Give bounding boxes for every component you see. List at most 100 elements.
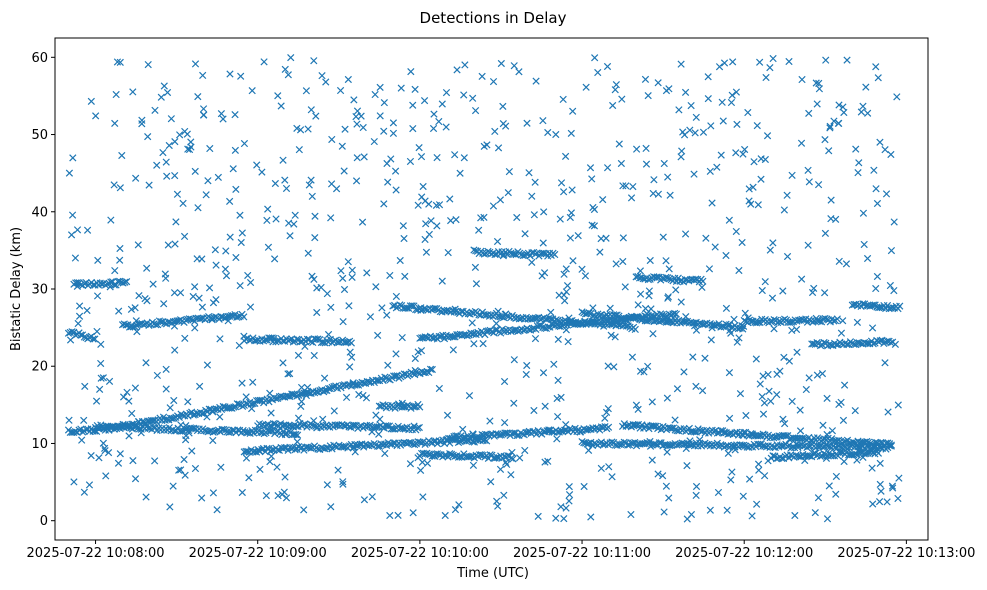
data-point — [416, 466, 425, 475]
data-point — [834, 119, 843, 128]
data-point — [804, 241, 812, 249]
data-point — [840, 457, 848, 466]
data-point — [65, 169, 74, 177]
data-point — [383, 311, 391, 319]
data-point — [516, 454, 524, 462]
data-point — [264, 205, 272, 213]
data-point — [144, 132, 152, 141]
data-point — [285, 219, 293, 227]
data-point — [189, 411, 198, 419]
data-point — [391, 167, 400, 175]
data-point — [852, 145, 860, 153]
data-point — [812, 79, 820, 87]
data-point — [366, 313, 375, 321]
data-point — [74, 319, 82, 328]
data-point — [191, 324, 199, 332]
data-point — [687, 510, 696, 519]
data-point — [868, 464, 876, 472]
data-point — [193, 255, 201, 263]
data-point — [102, 472, 110, 480]
data-point — [504, 452, 512, 460]
data-point — [606, 304, 614, 312]
data-point — [563, 281, 572, 290]
data-point — [471, 106, 480, 115]
data-point — [618, 95, 626, 103]
data-point — [99, 439, 107, 447]
data-point — [732, 88, 741, 96]
data-point — [724, 321, 732, 329]
data-point — [338, 142, 346, 150]
data-point — [701, 354, 709, 362]
data-point — [251, 447, 259, 456]
data-point — [586, 164, 595, 172]
data-point — [409, 124, 417, 133]
data-point — [785, 57, 793, 66]
data-point — [788, 171, 796, 179]
data-point — [636, 290, 645, 298]
data-point — [634, 405, 642, 414]
data-point — [762, 73, 770, 82]
data-point — [131, 304, 139, 312]
data-point — [876, 480, 884, 489]
data-point — [375, 430, 383, 438]
data-point — [307, 106, 315, 114]
data-point — [405, 438, 413, 447]
data-point — [837, 329, 846, 337]
data-point — [114, 459, 123, 467]
data-point — [244, 271, 252, 280]
data-point — [263, 216, 271, 225]
data-point — [376, 83, 384, 92]
data-point — [556, 215, 564, 223]
data-point — [226, 197, 234, 206]
data-point — [67, 231, 76, 239]
data-point — [805, 374, 813, 382]
data-point — [69, 154, 77, 162]
data-point — [547, 308, 555, 316]
x-tick-label: 2025-07-22 10:12:00 — [675, 546, 813, 561]
data-point — [359, 391, 367, 400]
data-point — [835, 257, 843, 265]
data-point — [811, 508, 819, 517]
data-point — [840, 381, 849, 389]
data-point — [531, 334, 540, 343]
data-point — [116, 244, 124, 253]
data-point — [654, 470, 662, 478]
data-point — [180, 455, 188, 464]
data-point — [270, 255, 279, 263]
data-point — [603, 62, 612, 71]
data-point — [80, 488, 89, 496]
data-point — [268, 446, 276, 454]
data-point — [739, 150, 747, 158]
data-point — [392, 186, 400, 194]
data-point — [151, 457, 159, 465]
data-point — [91, 335, 99, 343]
data-point — [217, 110, 226, 118]
data-point — [671, 416, 679, 424]
data-point — [310, 57, 318, 65]
data-point — [103, 280, 111, 288]
data-point — [198, 494, 206, 502]
data-point — [80, 416, 88, 425]
data-point — [286, 232, 294, 240]
data-point — [304, 125, 312, 133]
data-point — [853, 318, 862, 326]
data-point — [814, 181, 823, 189]
data-point — [352, 177, 361, 185]
data-point — [438, 100, 446, 108]
data-point — [707, 336, 715, 344]
data-point — [877, 487, 885, 495]
data-point — [425, 230, 433, 239]
data-point — [753, 500, 761, 508]
data-point — [358, 218, 367, 226]
data-point — [619, 234, 627, 242]
data-point — [631, 325, 639, 334]
data-point — [406, 460, 415, 468]
data-point — [597, 464, 605, 473]
data-point — [778, 454, 786, 463]
data-point — [425, 450, 433, 458]
data-point — [887, 339, 895, 347]
data-point — [380, 200, 388, 208]
data-point — [427, 217, 435, 225]
data-point — [566, 234, 575, 242]
data-point — [776, 367, 784, 375]
